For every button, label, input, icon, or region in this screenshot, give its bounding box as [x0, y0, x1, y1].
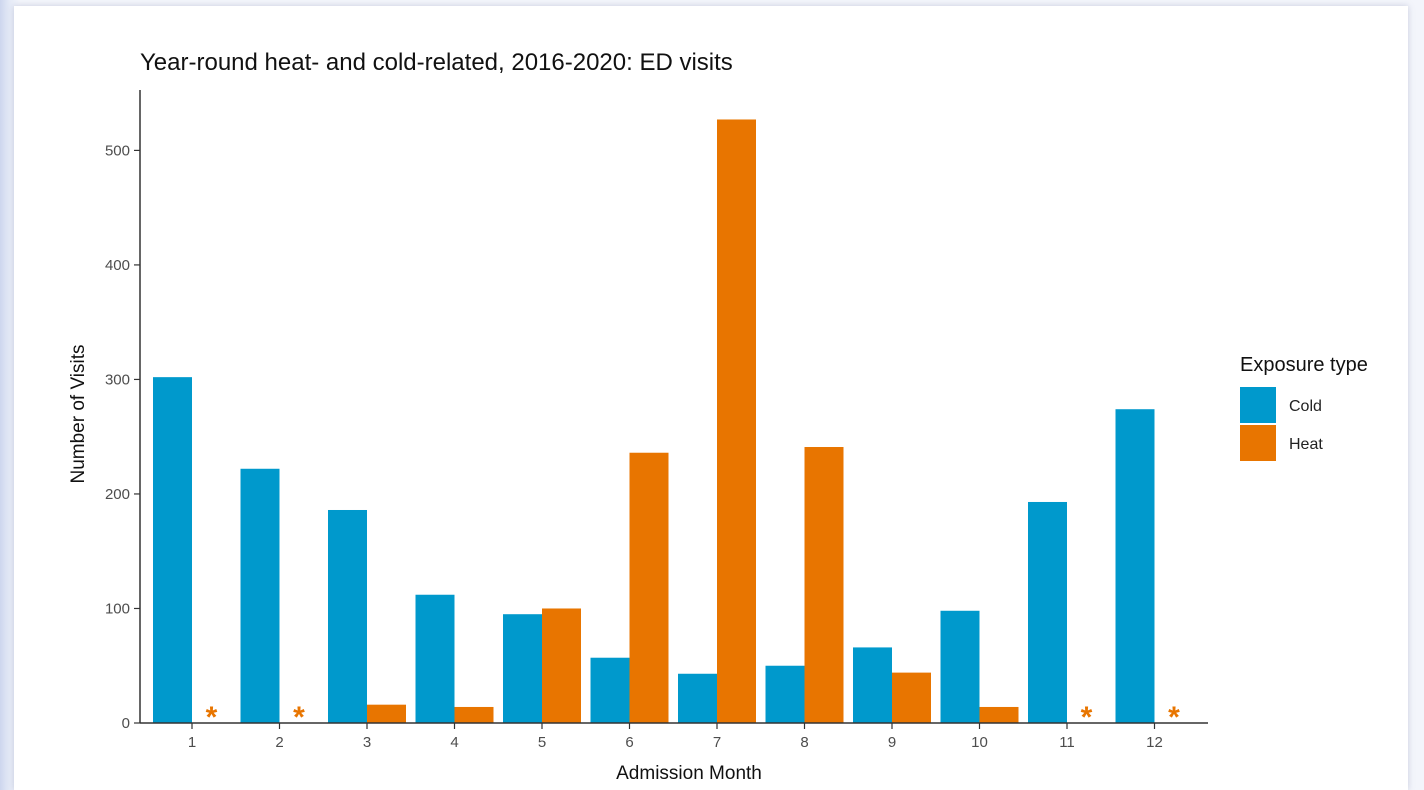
bar-cold	[240, 468, 280, 723]
bar-heat	[367, 704, 406, 723]
bar-cold	[1115, 409, 1155, 723]
y-axis-ticks: 0 100 200 300 400 500	[105, 142, 140, 732]
suppressed-marker: *	[206, 701, 218, 734]
x-axis-title: Admission Month	[616, 763, 762, 784]
y-tick-label: 300	[105, 371, 130, 388]
suppressed-marker: *	[1081, 701, 1093, 734]
bar-cold	[328, 509, 367, 723]
bar-cold	[415, 594, 455, 723]
bar-heat	[454, 706, 494, 723]
legend-title: Exposure type	[1240, 354, 1368, 376]
bar-cold	[1028, 501, 1067, 723]
suppressed-marker: *	[293, 701, 305, 734]
y-tick-label: 200	[105, 486, 130, 503]
bar-cold	[503, 614, 542, 723]
bar-cold	[940, 610, 980, 723]
x-tick-label: 12	[1146, 734, 1163, 751]
x-tick-label: 2	[275, 734, 283, 751]
bar-cold	[678, 673, 717, 723]
y-tick-label: 0	[122, 715, 130, 732]
bar-heat	[804, 447, 844, 723]
legend-label-heat: Heat	[1289, 436, 1323, 453]
x-tick-label: 6	[625, 734, 633, 751]
x-tick-label: 8	[800, 734, 808, 751]
x-tick-label: 3	[363, 734, 371, 751]
legend-label-cold: Cold	[1289, 398, 1322, 415]
bar-heat	[979, 706, 1019, 723]
bar-heat	[629, 452, 669, 723]
y-axis-title: Number of Visits	[68, 344, 89, 483]
bar-heat	[892, 672, 931, 723]
chart-title: Year-round heat- and cold-related, 2016-…	[140, 49, 733, 76]
y-tick-label: 400	[105, 257, 130, 274]
legend-swatch-heat	[1240, 425, 1276, 461]
legend: Exposure type Cold Heat	[1240, 354, 1368, 461]
y-tick-label: 100	[105, 600, 130, 617]
x-tick-label: 1	[188, 734, 196, 751]
chart-frame: Year-round heat- and cold-related, 2016-…	[14, 6, 1408, 790]
x-tick-label: 7	[713, 734, 721, 751]
suppressed-marker: *	[1168, 701, 1180, 734]
x-tick-label: 11	[1059, 734, 1075, 751]
bar-heat	[542, 608, 581, 723]
x-tick-label: 10	[971, 734, 988, 751]
bar-cold	[853, 647, 892, 723]
bar-cold	[153, 377, 192, 723]
x-axis-ticks: 1 2 3 4 5 6 7 8 9 10 11 12	[188, 723, 1163, 751]
legend-swatch-cold	[1240, 387, 1276, 423]
bar-heat	[717, 119, 756, 723]
bar-chart: Year-round heat- and cold-related, 2016-…	[68, 49, 1368, 784]
x-tick-label: 4	[450, 734, 458, 751]
x-tick-label: 5	[538, 734, 546, 751]
bar-cold	[765, 665, 805, 723]
bars: * * * *	[153, 119, 1180, 734]
bar-cold	[590, 657, 630, 723]
y-tick-label: 500	[105, 142, 130, 159]
x-tick-label: 9	[888, 734, 896, 751]
